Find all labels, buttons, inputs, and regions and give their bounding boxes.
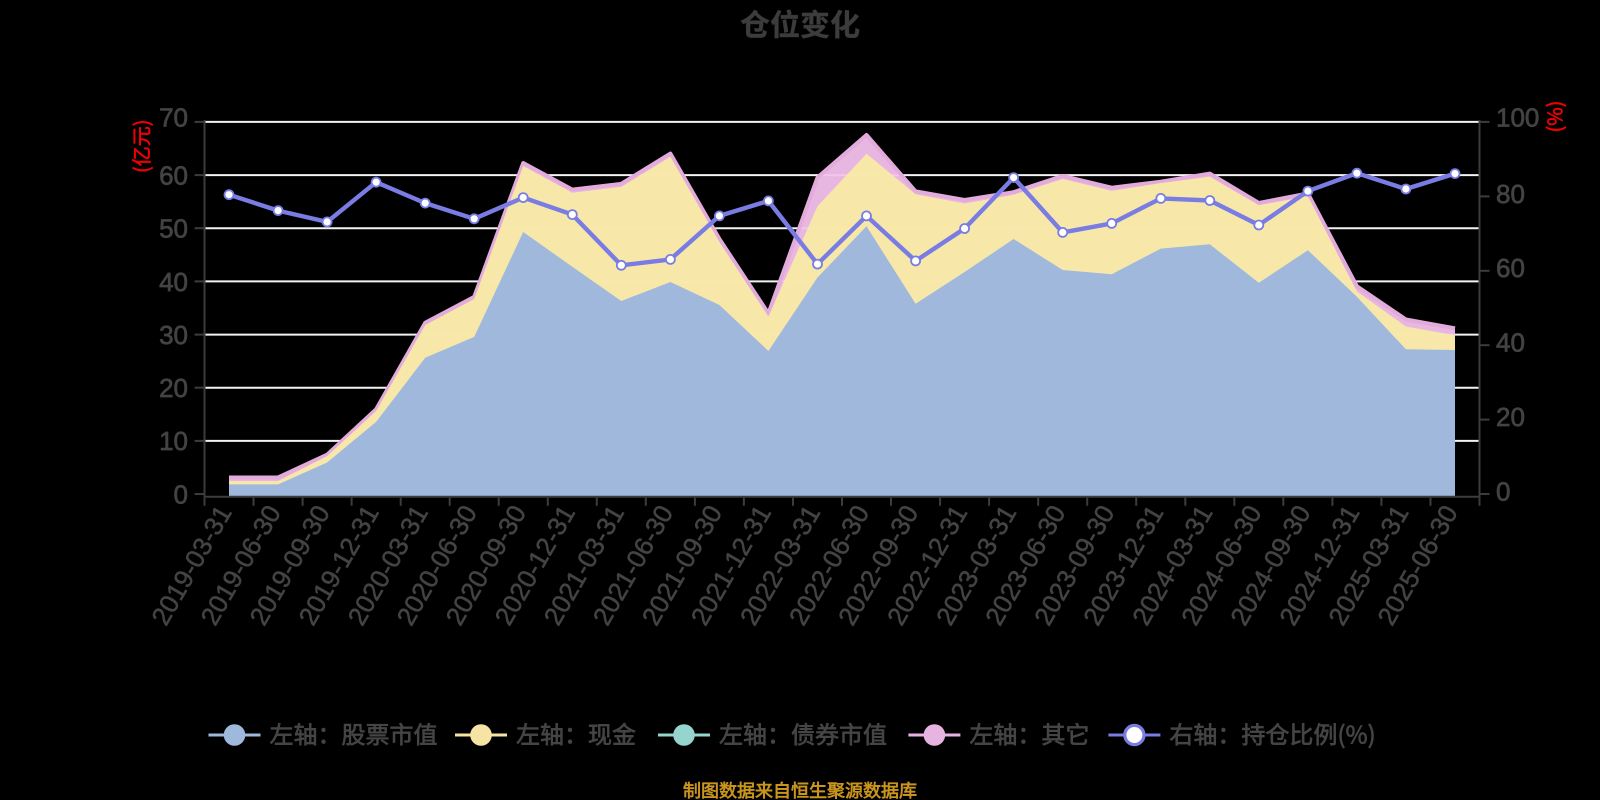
svg-text:0: 0 (1496, 476, 1510, 506)
svg-text:20: 20 (159, 373, 188, 403)
svg-text:10: 10 (159, 426, 188, 456)
svg-text:70: 70 (159, 103, 188, 133)
svg-text:40: 40 (159, 267, 188, 297)
svg-text:20: 20 (1496, 402, 1525, 432)
svg-text:30: 30 (159, 320, 188, 350)
svg-text:0: 0 (174, 479, 188, 509)
svg-text:40: 40 (1496, 328, 1525, 358)
svg-text:100: 100 (1496, 103, 1539, 133)
svg-text:80: 80 (1496, 179, 1525, 209)
svg-text:60: 60 (159, 161, 188, 191)
svg-text:60: 60 (1496, 253, 1525, 283)
svg-text:50: 50 (159, 214, 188, 244)
